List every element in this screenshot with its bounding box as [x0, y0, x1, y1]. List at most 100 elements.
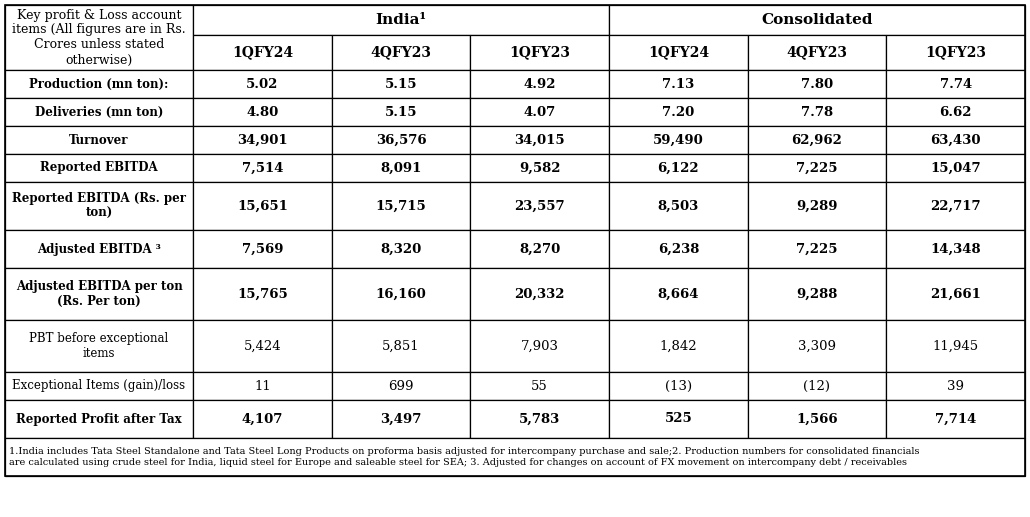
Text: 5,424: 5,424 [243, 340, 281, 353]
Text: Reported EBITDA (Rs. per
ton): Reported EBITDA (Rs. per ton) [12, 192, 186, 220]
Text: Key profit & Loss account
items (All figures are in Rs.
Crores unless stated
oth: Key profit & Loss account items (All fig… [12, 8, 185, 67]
Text: 1,842: 1,842 [659, 340, 697, 353]
Text: Reported EBITDA: Reported EBITDA [40, 161, 158, 175]
Bar [5, 320, 193, 372]
Bar [193, 182, 332, 230]
Text: 22,717: 22,717 [930, 200, 981, 212]
Bar [332, 35, 471, 70]
Bar [5, 182, 193, 230]
Bar [609, 154, 748, 182]
Bar [471, 230, 609, 268]
Bar [332, 70, 471, 98]
Bar [471, 98, 609, 126]
Bar [471, 320, 609, 372]
Bar [471, 154, 609, 182]
Bar [887, 372, 1025, 400]
Text: 14,348: 14,348 [930, 242, 981, 255]
Text: India¹: India¹ [376, 13, 426, 27]
Text: Reported Profit after Tax: Reported Profit after Tax [16, 413, 182, 425]
Bar [471, 182, 609, 230]
Bar [5, 5, 193, 70]
Text: 7.74: 7.74 [939, 78, 971, 90]
Bar [332, 182, 471, 230]
Text: 16,160: 16,160 [376, 287, 426, 300]
Bar [5, 268, 193, 320]
Bar [887, 400, 1025, 438]
Bar [5, 438, 1025, 476]
Bar [609, 98, 748, 126]
Text: 5,783: 5,783 [519, 413, 560, 425]
Text: 5.15: 5.15 [385, 105, 417, 118]
Bar [748, 372, 887, 400]
Text: 15,047: 15,047 [930, 161, 981, 175]
Bar [193, 70, 332, 98]
Bar [609, 268, 748, 320]
Text: PBT before exceptional
items: PBT before exceptional items [30, 332, 169, 360]
Text: 699: 699 [388, 379, 414, 392]
Text: (13): (13) [664, 379, 692, 392]
Text: 7.13: 7.13 [662, 78, 694, 90]
Bar [332, 98, 471, 126]
Text: Consolidated: Consolidated [761, 13, 872, 27]
Bar [471, 400, 609, 438]
Text: 4.92: 4.92 [523, 78, 556, 90]
Bar [332, 230, 471, 268]
Bar [609, 182, 748, 230]
Text: 6,122: 6,122 [657, 161, 699, 175]
Bar [332, 268, 471, 320]
Bar [193, 268, 332, 320]
Text: 7,225: 7,225 [796, 242, 837, 255]
Text: Exceptional Items (gain)/loss: Exceptional Items (gain)/loss [12, 379, 185, 392]
Text: 8,664: 8,664 [657, 287, 699, 300]
Text: 4.07: 4.07 [523, 105, 556, 118]
Bar [748, 230, 887, 268]
Bar [748, 70, 887, 98]
Bar [609, 372, 748, 400]
Text: 7.80: 7.80 [801, 78, 833, 90]
Text: 3,309: 3,309 [798, 340, 836, 353]
Text: 1QFY24: 1QFY24 [648, 45, 709, 59]
Text: 11: 11 [254, 379, 271, 392]
Bar [748, 320, 887, 372]
Text: 1QFY24: 1QFY24 [232, 45, 293, 59]
Text: 1QFY23: 1QFY23 [509, 45, 571, 59]
Bar [748, 154, 887, 182]
Text: Deliveries (mn ton): Deliveries (mn ton) [35, 105, 163, 118]
Bar [887, 70, 1025, 98]
Text: 15,651: 15,651 [237, 200, 287, 212]
Bar [748, 126, 887, 154]
Bar [5, 372, 193, 400]
Text: 525: 525 [664, 413, 692, 425]
Text: 9,582: 9,582 [519, 161, 560, 175]
Text: 21,661: 21,661 [930, 287, 982, 300]
Bar [193, 154, 332, 182]
Text: 7,714: 7,714 [935, 413, 976, 425]
Bar [332, 126, 471, 154]
Text: 7.20: 7.20 [662, 105, 694, 118]
Text: 4,107: 4,107 [242, 413, 283, 425]
Text: 20,332: 20,332 [514, 287, 564, 300]
Bar [332, 320, 471, 372]
Text: Turnover: Turnover [69, 133, 129, 146]
Text: 55: 55 [531, 379, 548, 392]
Text: 6,238: 6,238 [657, 242, 699, 255]
Text: 7,225: 7,225 [796, 161, 837, 175]
Text: 23,557: 23,557 [514, 200, 565, 212]
Bar [887, 230, 1025, 268]
Bar [609, 35, 748, 70]
Text: 8,270: 8,270 [519, 242, 560, 255]
Bar [887, 35, 1025, 70]
Text: Adjusted EBITDA ³: Adjusted EBITDA ³ [37, 242, 161, 255]
Bar [193, 98, 332, 126]
Bar [471, 70, 609, 98]
Bar [471, 372, 609, 400]
Text: 8,503: 8,503 [658, 200, 699, 212]
Bar [748, 35, 887, 70]
Bar [332, 400, 471, 438]
Bar [193, 126, 332, 154]
Bar [5, 126, 193, 154]
Text: 1,566: 1,566 [796, 413, 837, 425]
Bar [471, 126, 609, 154]
Bar [748, 182, 887, 230]
Text: 59,490: 59,490 [653, 133, 703, 146]
